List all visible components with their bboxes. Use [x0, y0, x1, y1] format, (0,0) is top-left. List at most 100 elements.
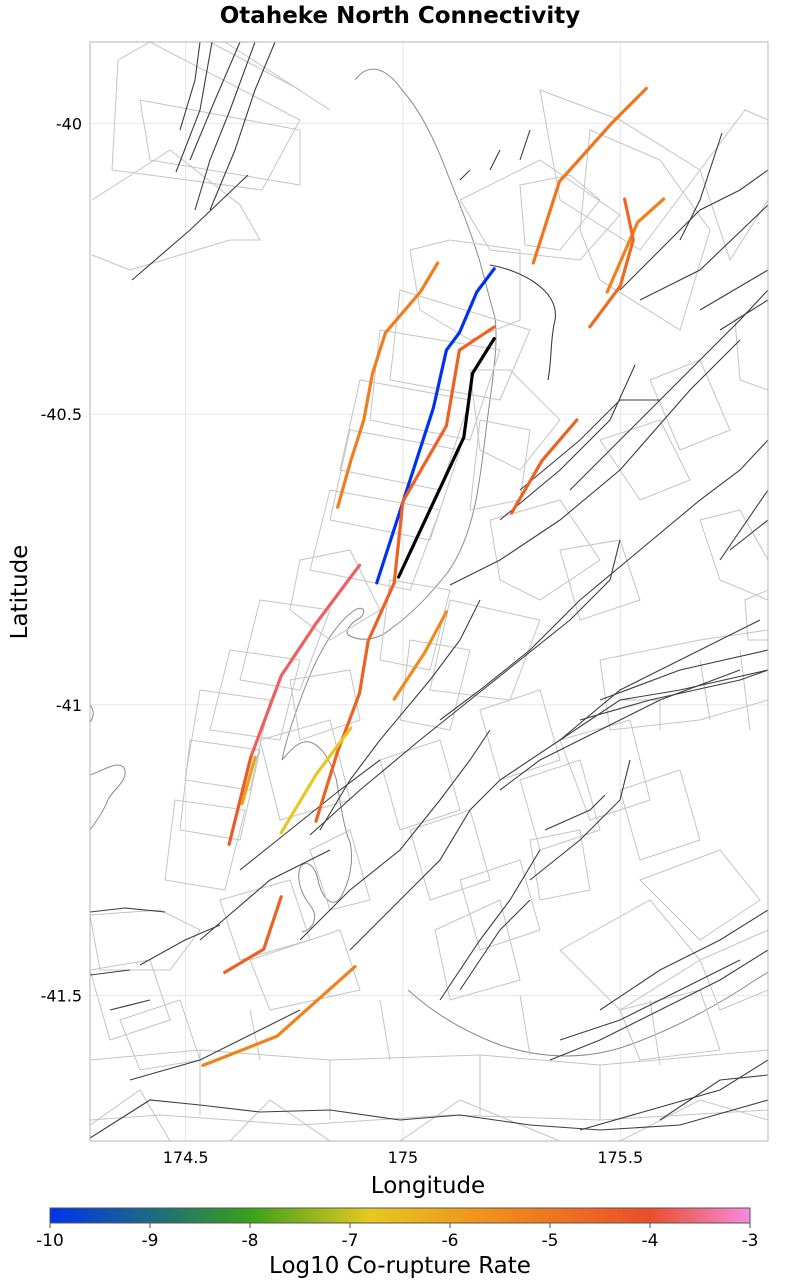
fault-trace: [175, 42, 213, 173]
fault-section: [90, 959, 171, 1041]
fault-trace: [579, 669, 768, 721]
fault-section: [519, 759, 601, 851]
co-rupture-section: [392, 325, 496, 585]
fault-section: [90, 1049, 768, 1126]
co-rupture-section: [375, 267, 496, 585]
fault-section: [599, 629, 768, 731]
colorbar-tick-label: -3: [742, 1231, 759, 1251]
co-rupture-section: [531, 86, 648, 265]
fault-section: [539, 89, 701, 251]
y-tick-label: -40.5: [41, 405, 82, 424]
co-rupture-section: [227, 755, 253, 847]
fault-section: [529, 829, 591, 901]
target-fault-layer: [397, 337, 496, 579]
y-tick-label: -41: [56, 696, 82, 715]
colorbar-tick-label: -7: [342, 1231, 359, 1251]
fault-section: [249, 929, 361, 1011]
fault-section: [289, 669, 361, 741]
grid-lines: [90, 42, 768, 1141]
fault-trace: [559, 959, 741, 1041]
fault-section: [164, 799, 246, 891]
fault-section: [434, 899, 521, 1001]
map-frame: [89, 41, 769, 1142]
coastline-north-island: [281, 68, 497, 933]
fault-section: [559, 539, 641, 621]
coastline-layer: [90, 68, 768, 1057]
fault-section: [179, 739, 261, 841]
co-rupture-section: [201, 964, 357, 1068]
co-rupture-section: [510, 418, 579, 515]
fault-trace: [544, 794, 606, 831]
colorbar: [49, 1207, 751, 1224]
fault-section: [289, 549, 381, 641]
fault-section: [389, 289, 531, 401]
fault-trace: [569, 289, 768, 491]
co-rupture-sections: [201, 86, 666, 1068]
fault-trace: [729, 519, 768, 551]
fault-section: [479, 689, 561, 781]
fault-trace: [209, 42, 276, 211]
co-rupture-section: [336, 261, 440, 509]
y-axis-title: Latitude: [7, 545, 33, 640]
fault-trace: [449, 339, 741, 586]
fault-section: [209, 649, 301, 741]
fault-trace: [699, 269, 768, 311]
fault-trace: [349, 669, 768, 951]
fault-traces: [90, 42, 768, 1139]
co-rupture-section: [605, 197, 666, 294]
map-background: [90, 42, 768, 1141]
fault-trace: [529, 759, 631, 881]
x-axis-ticks: 174.5 175 175.5: [163, 1148, 643, 1167]
fault-trace: [639, 204, 768, 301]
colorbar-tick-label: -9: [142, 1231, 159, 1251]
colorbar-tick-label: -4: [642, 1231, 659, 1251]
fault-trace: [459, 899, 531, 991]
fault-trace: [579, 1059, 768, 1131]
fault-section: [459, 859, 541, 951]
colorbar-tick-label: -6: [442, 1231, 459, 1251]
fault-section: [379, 579, 451, 671]
fault-trace: [239, 759, 381, 871]
x-tick-label: 174.5: [163, 1148, 209, 1167]
fault-section: [699, 509, 768, 601]
fault-section: [369, 329, 501, 441]
fault-trace: [439, 439, 768, 721]
fault-trace: [179, 42, 201, 131]
fault-section: [519, 174, 601, 251]
co-rupture-section: [392, 610, 448, 701]
fault-section: [619, 769, 701, 861]
fault-section: [639, 849, 761, 941]
x-tick-label: 175: [388, 1148, 419, 1167]
colorbar-ticks: -10 -9 -8 -7 -6 -5 -4 -3: [36, 1223, 758, 1251]
fault-section: [699, 109, 768, 262]
coastline-south-coast: [407, 971, 768, 1057]
fault-trace: [131, 174, 249, 281]
fault-trace: [109, 999, 151, 1011]
fault-section: [699, 929, 768, 1011]
fault-trace: [599, 909, 768, 1011]
fault-trace: [499, 669, 741, 791]
fault-trace: [90, 969, 131, 976]
fault-trace: [719, 489, 768, 561]
fault-trace: [90, 907, 166, 913]
fault-section: [399, 639, 471, 731]
fault-trace: [199, 849, 331, 941]
y-tick-label: -41.5: [41, 987, 82, 1006]
co-rupture-section: [279, 726, 353, 835]
fault-trace: [549, 949, 768, 1061]
fault-trace: [559, 619, 761, 741]
fault-trace: [459, 169, 471, 181]
fault-section: [649, 359, 731, 451]
fault-trace: [679, 132, 723, 241]
y-axis-ticks: -40 -40.5 -41 -41.5: [41, 114, 82, 1005]
colorbar-tick-label: -5: [542, 1231, 559, 1251]
fault-section: [139, 99, 301, 186]
fault-section: [309, 829, 371, 911]
x-tick-label: 175.5: [597, 1148, 643, 1167]
colorbar-title: Log10 Co-rupture Rate: [269, 1253, 531, 1279]
fault-trace: [499, 364, 636, 521]
fault-trace: [489, 129, 531, 171]
y-tick-label: -40: [56, 114, 82, 133]
fault-section: [111, 42, 301, 191]
